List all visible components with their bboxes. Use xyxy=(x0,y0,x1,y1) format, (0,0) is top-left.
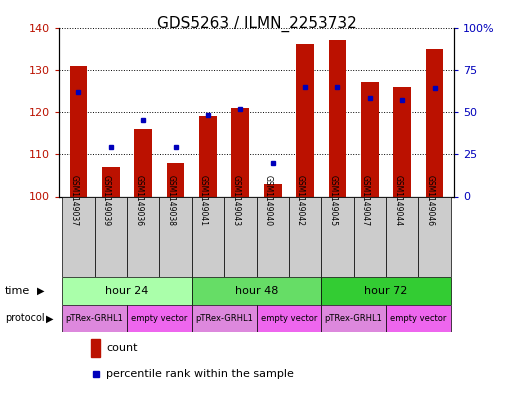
Bar xyxy=(256,196,289,277)
Bar xyxy=(102,167,120,196)
Bar xyxy=(321,305,386,332)
Bar xyxy=(264,184,282,196)
Text: ▶: ▶ xyxy=(37,286,45,296)
Bar xyxy=(199,116,217,196)
Text: pTRex-GRHL1: pTRex-GRHL1 xyxy=(325,314,383,323)
Text: hour 72: hour 72 xyxy=(364,286,408,296)
Text: hour 48: hour 48 xyxy=(235,286,278,296)
Text: GSM1149036: GSM1149036 xyxy=(134,175,143,226)
Text: GSM1149038: GSM1149038 xyxy=(167,175,175,226)
Bar xyxy=(160,196,192,277)
Text: GSM1149045: GSM1149045 xyxy=(328,175,338,226)
Bar xyxy=(321,196,353,277)
Text: GSM1149037: GSM1149037 xyxy=(69,175,78,226)
Bar xyxy=(328,40,346,196)
Text: hour 24: hour 24 xyxy=(105,286,149,296)
Bar xyxy=(321,277,451,305)
Bar xyxy=(192,277,321,305)
Bar xyxy=(361,83,379,196)
Bar xyxy=(224,196,256,277)
Bar xyxy=(353,196,386,277)
Bar xyxy=(70,66,87,196)
Bar xyxy=(386,196,419,277)
Bar xyxy=(62,196,94,277)
Text: GSM1149046: GSM1149046 xyxy=(426,175,435,226)
Bar xyxy=(393,87,411,196)
Text: pTRex-GRHL1: pTRex-GRHL1 xyxy=(66,314,124,323)
Text: time: time xyxy=(5,286,30,296)
Text: ▶: ▶ xyxy=(46,313,54,323)
Text: GDS5263 / ILMN_2253732: GDS5263 / ILMN_2253732 xyxy=(156,16,357,32)
Text: pTRex-GRHL1: pTRex-GRHL1 xyxy=(195,314,253,323)
Bar xyxy=(296,44,314,196)
Bar xyxy=(426,49,443,196)
Bar xyxy=(256,305,321,332)
Bar xyxy=(134,129,152,196)
Text: GSM1149040: GSM1149040 xyxy=(264,175,273,226)
Bar xyxy=(167,163,185,196)
Text: percentile rank within the sample: percentile rank within the sample xyxy=(106,369,294,379)
Bar xyxy=(127,305,192,332)
Text: empty vector: empty vector xyxy=(131,314,188,323)
Text: GSM1149043: GSM1149043 xyxy=(231,175,240,226)
Bar xyxy=(91,339,101,357)
Text: empty vector: empty vector xyxy=(261,314,317,323)
Text: GSM1149042: GSM1149042 xyxy=(296,175,305,226)
Bar xyxy=(192,305,256,332)
Bar xyxy=(94,196,127,277)
Text: GSM1149039: GSM1149039 xyxy=(102,175,111,226)
Bar xyxy=(289,196,321,277)
Bar xyxy=(231,108,249,196)
Text: GSM1149041: GSM1149041 xyxy=(199,175,208,226)
Text: count: count xyxy=(106,343,138,353)
Bar xyxy=(419,196,451,277)
Bar xyxy=(62,305,127,332)
Bar xyxy=(386,305,451,332)
Text: GSM1149044: GSM1149044 xyxy=(393,175,402,226)
Text: protocol: protocol xyxy=(5,313,45,323)
Bar xyxy=(62,277,192,305)
Bar xyxy=(192,196,224,277)
Text: empty vector: empty vector xyxy=(390,314,447,323)
Bar xyxy=(127,196,160,277)
Text: GSM1149047: GSM1149047 xyxy=(361,175,370,226)
